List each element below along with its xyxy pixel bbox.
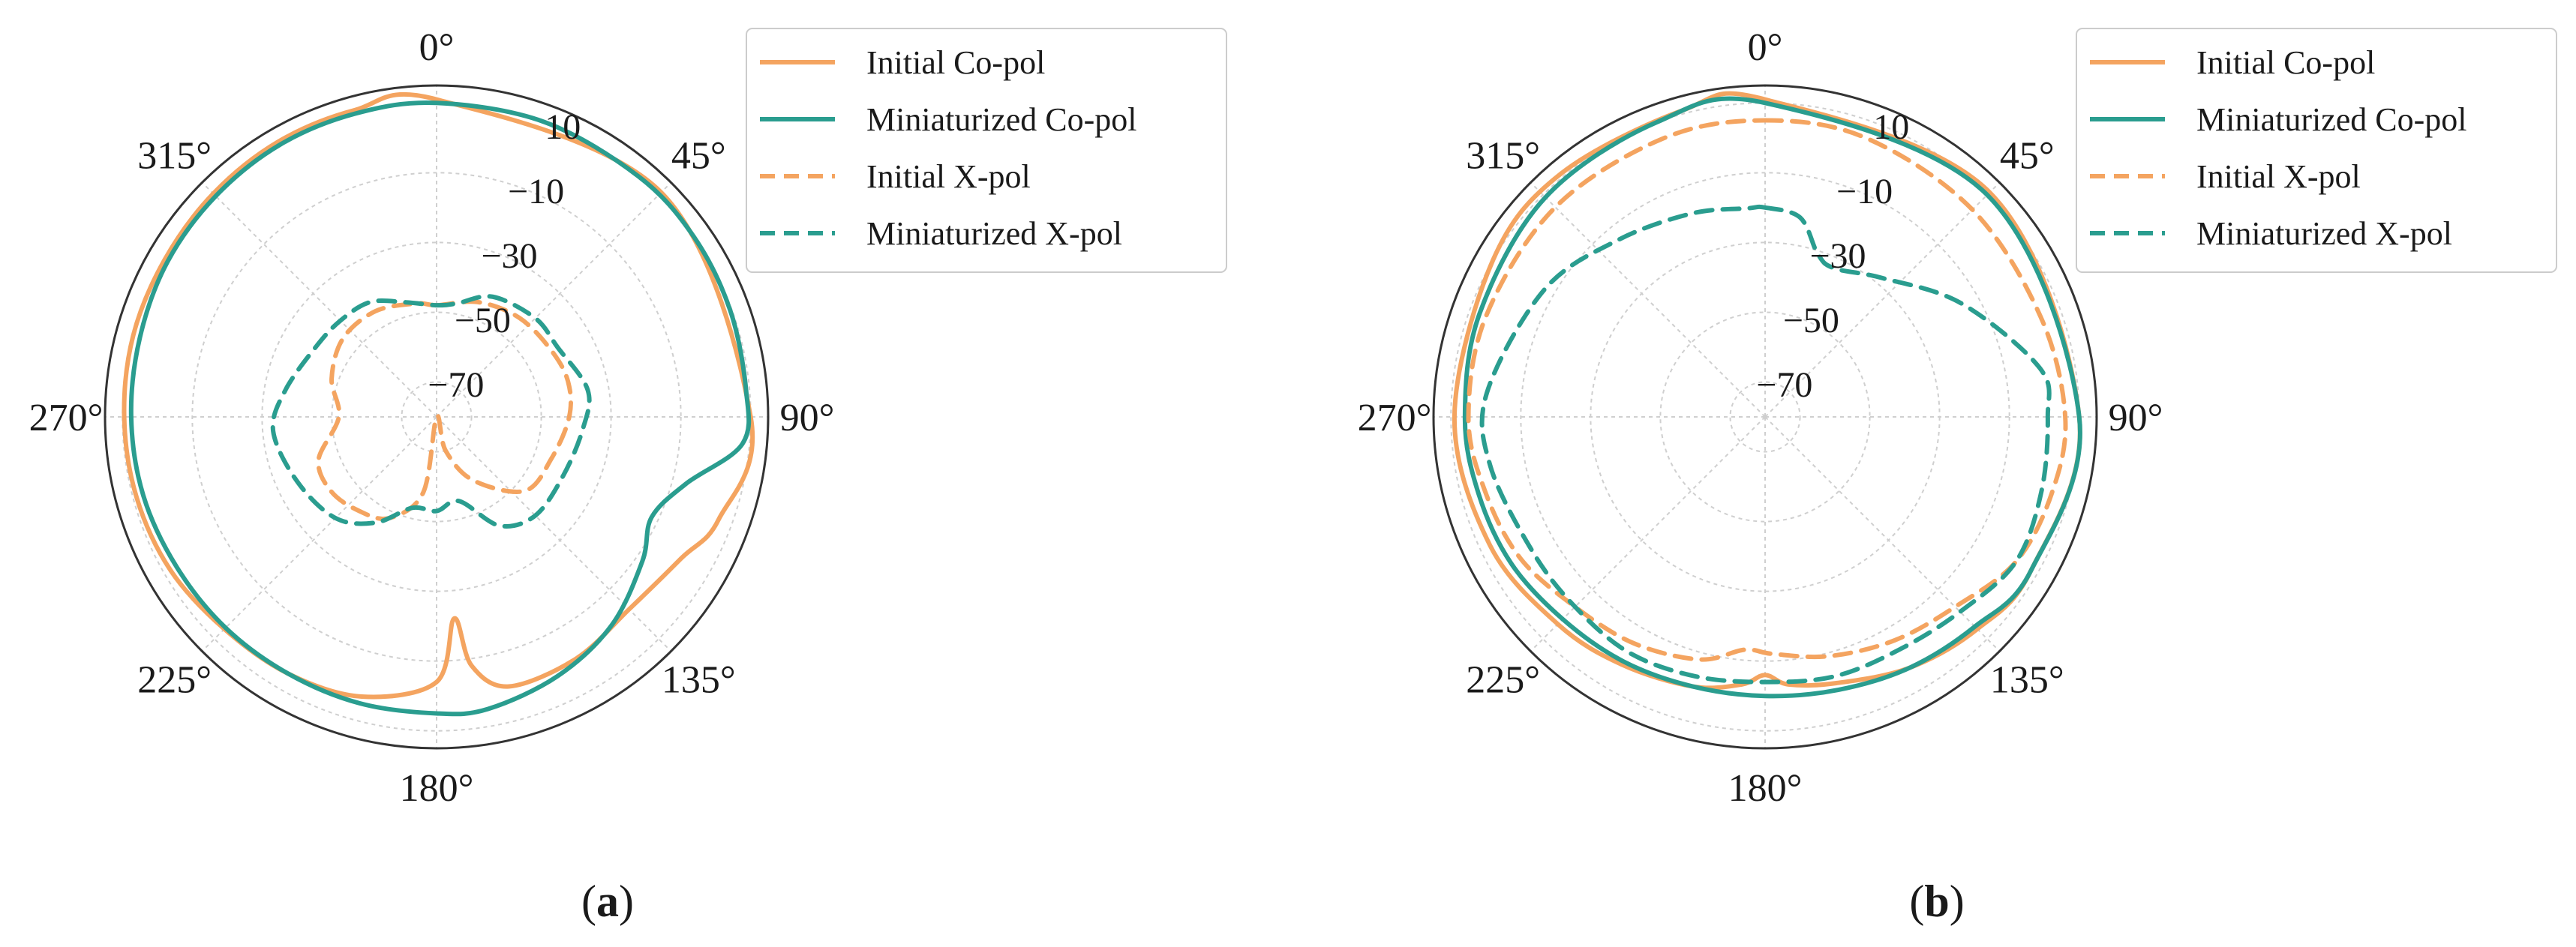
- angle-label: 135°: [662, 658, 736, 701]
- angle-labels-a: 0° 45° 90° 135° 180° 225° 270° 315°: [29, 26, 835, 810]
- r-tick-label: −70: [428, 365, 484, 405]
- angle-label: 270°: [29, 397, 104, 439]
- angle-label: 0°: [1748, 26, 1783, 69]
- angle-labels-b: 0° 45° 90° 135° 180° 225° 270° 315°: [1358, 26, 2163, 810]
- r-tick-label: −10: [1836, 172, 1893, 211]
- caption-a: (a): [581, 877, 634, 926]
- series-line-miniaturized-x-pol: [270, 294, 592, 529]
- polar-frame-a: [104, 84, 770, 750]
- angular-grid-spoke: [1530, 416, 1766, 652]
- angular-grid-a: [105, 85, 768, 748]
- r-tick-label: 10: [545, 107, 581, 147]
- angle-label: 0°: [419, 26, 455, 69]
- angle-label: 180°: [1728, 767, 1803, 810]
- legend-label: Miniaturized Co-pol: [866, 101, 1137, 138]
- legend-entries-b: Initial Co-pol Miniaturized Co-pol Initial…: [2090, 44, 2467, 252]
- legend-item: Initial X-pol: [760, 158, 1031, 195]
- legend-box-a: [746, 28, 1227, 273]
- radial-grid-circle: [1659, 311, 1871, 523]
- angle-label: 315°: [137, 135, 212, 178]
- angle-label: 45°: [671, 135, 726, 178]
- r-tick-label: −50: [455, 301, 511, 340]
- radial-grid-circle: [191, 172, 682, 662]
- legend-item: Initial Co-pol: [2090, 44, 2375, 81]
- angular-grid-spoke: [1764, 416, 2001, 652]
- legend-item: Miniaturized X-pol: [2090, 215, 2452, 252]
- angle-label: 315°: [1466, 135, 1540, 178]
- legend-a: Initial Co-pol Miniaturized Co-pol Initial…: [746, 28, 1227, 273]
- angle-label: 90°: [780, 397, 835, 439]
- legend-box-b: [2076, 28, 2557, 273]
- r-tick-labels-b: 10 −10 −30 −50 −70: [1756, 107, 1909, 405]
- angle-label: 135°: [1990, 658, 2064, 701]
- radial-grid-circle: [331, 311, 542, 523]
- legend-label: Miniaturized X-pol: [2196, 215, 2452, 252]
- angle-label: 270°: [1358, 397, 1432, 439]
- angle-label: 45°: [2000, 135, 2055, 178]
- legend-b: Initial Co-pol Miniaturized Co-pol Initial…: [2076, 28, 2557, 273]
- legend-entries-a: Initial Co-pol Miniaturized Co-pol Initial…: [760, 44, 1137, 252]
- radial-grid-circle: [401, 381, 473, 453]
- polar-plot-b: 0° 45° 90° 135° 180° 225° 270° 315° 10 −10 −30 −50…: [1358, 26, 2163, 810]
- r-tick-label: −10: [508, 172, 564, 211]
- r-tick-label: −30: [1809, 236, 1866, 276]
- polar-frame-b: [1432, 84, 2098, 750]
- series-line-miniaturized-co-pol: [128, 100, 752, 717]
- series-line-initial-co-pol: [122, 91, 755, 700]
- angle-label: 90°: [2109, 397, 2163, 439]
- caption-a-letter: a: [596, 877, 619, 926]
- legend-label: Miniaturized Co-pol: [2196, 101, 2467, 138]
- series-group-b: [1452, 91, 2082, 699]
- series-line-miniaturized-x-pol: [1479, 204, 2052, 685]
- r-tick-label: 10: [1873, 107, 1909, 147]
- angular-grid-spoke: [201, 416, 437, 652]
- angular-grid-spoke: [201, 181, 437, 418]
- legend-item: Miniaturized X-pol: [760, 215, 1122, 252]
- r-tick-label: −30: [481, 236, 537, 276]
- panel-b: 0° 45° 90° 135° 180° 225° 270° 315° 10 −10 −30 −50…: [1358, 26, 2557, 926]
- r-tick-label: −50: [1783, 301, 1839, 340]
- caption-b-letter: b: [1924, 877, 1949, 926]
- legend-item: Initial Co-pol: [760, 44, 1045, 81]
- angular-grid-spoke: [1764, 181, 2001, 418]
- r-tick-label: −70: [1756, 365, 1812, 405]
- legend-label: Initial Co-pol: [866, 44, 1045, 81]
- series-line-initial-x-pol: [1466, 118, 2068, 662]
- radial-grid-circle: [1520, 172, 2010, 662]
- legend-item: Initial X-pol: [2090, 158, 2361, 195]
- angular-grid-spoke: [436, 181, 672, 418]
- legend-label: Miniaturized X-pol: [866, 215, 1122, 252]
- angle-label: 225°: [1466, 658, 1540, 701]
- legend-item: Miniaturized Co-pol: [760, 101, 1137, 138]
- angular-grid-b: [1434, 85, 2097, 748]
- angular-grid-spoke: [1530, 181, 1766, 418]
- legend-label: Initial Co-pol: [2196, 44, 2375, 81]
- series-line-miniaturized-co-pol: [1462, 96, 2082, 699]
- radial-grid-circle: [1729, 381, 1801, 453]
- legend-label: Initial X-pol: [2196, 158, 2361, 195]
- legend-item: Miniaturized Co-pol: [2090, 101, 2467, 138]
- r-tick-labels-a: 10 −10 −30 −50 −70: [428, 107, 581, 405]
- caption-b: (b): [1909, 877, 1964, 926]
- legend-label: Initial X-pol: [866, 158, 1031, 195]
- polar-plot-a: 0° 45° 90° 135° 180° 225° 270° 315° 10 −10 −30 −50…: [29, 26, 835, 810]
- series-group-a: [122, 91, 755, 717]
- panel-a: 0° 45° 90° 135° 180° 225° 270° 315° 10 −10 −30 −50…: [29, 26, 1227, 926]
- angle-label: 180°: [400, 767, 474, 810]
- angle-label: 225°: [137, 658, 212, 701]
- angular-grid-spoke: [436, 416, 672, 652]
- series-line-initial-x-pol: [316, 299, 573, 521]
